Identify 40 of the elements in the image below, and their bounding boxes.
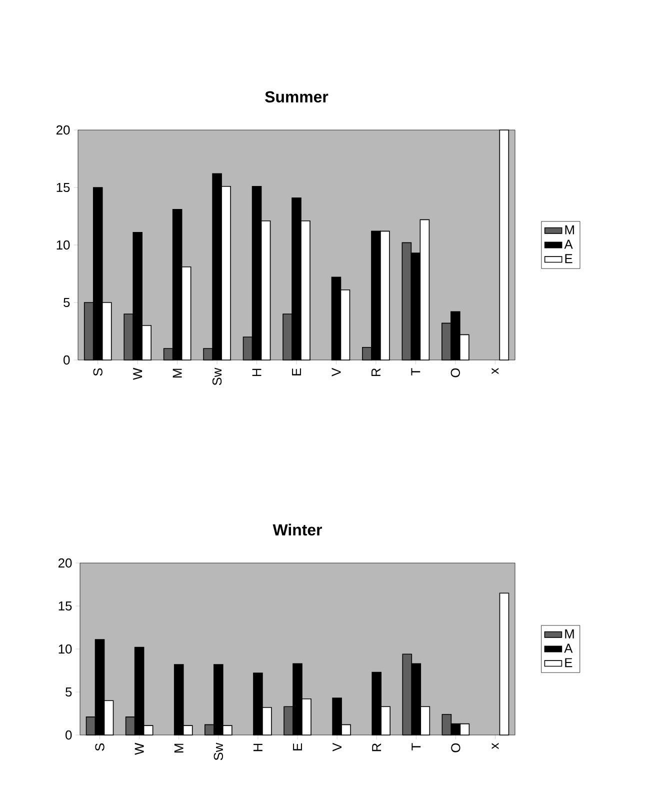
legend-label: M xyxy=(565,629,574,638)
x-tick-label: V xyxy=(332,742,342,752)
x-tick-label: W xyxy=(134,742,144,755)
x-tick-label: S xyxy=(93,368,102,376)
x-tick-label: Sw xyxy=(214,742,223,760)
x-tick-label: R xyxy=(372,743,382,752)
legend-label: A xyxy=(564,240,573,249)
x-tick-label: E xyxy=(292,368,301,376)
x-tick-label: T xyxy=(412,743,421,750)
legend-label: A xyxy=(564,644,573,653)
x-tick-label: T xyxy=(411,368,420,376)
chart-title: Winter xyxy=(272,524,322,536)
x-tick-label: Sw xyxy=(212,368,222,386)
x-tick-label: H xyxy=(252,368,262,376)
x-tick-label: W xyxy=(133,368,142,380)
x-tick-label: E xyxy=(293,743,302,750)
y-tick-label: 5 xyxy=(64,298,70,308)
y-tick-label: 20 xyxy=(58,558,72,568)
legend-label: E xyxy=(565,658,572,668)
legend-label: M xyxy=(565,225,574,234)
y-tick-label: 10 xyxy=(56,240,70,250)
x-tick-label: M xyxy=(174,744,184,752)
x-tick-label: x xyxy=(492,368,499,374)
x-tick-label: S xyxy=(95,743,104,751)
x-tick-label: O xyxy=(450,368,460,378)
x-tick-label: H xyxy=(254,744,262,752)
y-tick-label: 0 xyxy=(66,730,72,740)
legend-label: E xyxy=(565,254,572,264)
y-tick-label: 15 xyxy=(58,601,72,611)
y-tick-label: 15 xyxy=(56,182,70,192)
x-tick-label: V xyxy=(332,368,341,376)
y-tick-label: 5 xyxy=(66,687,72,697)
x-tick-label: O xyxy=(451,743,460,752)
y-tick-label: 20 xyxy=(56,125,70,135)
y-tick-label: 0 xyxy=(64,355,70,365)
x-tick-label: M xyxy=(172,368,182,378)
chart-title: Summer xyxy=(265,91,328,102)
x-tick-label: R xyxy=(372,368,380,376)
x-tick-label: x xyxy=(492,742,499,750)
y-tick-label: 10 xyxy=(58,644,72,654)
